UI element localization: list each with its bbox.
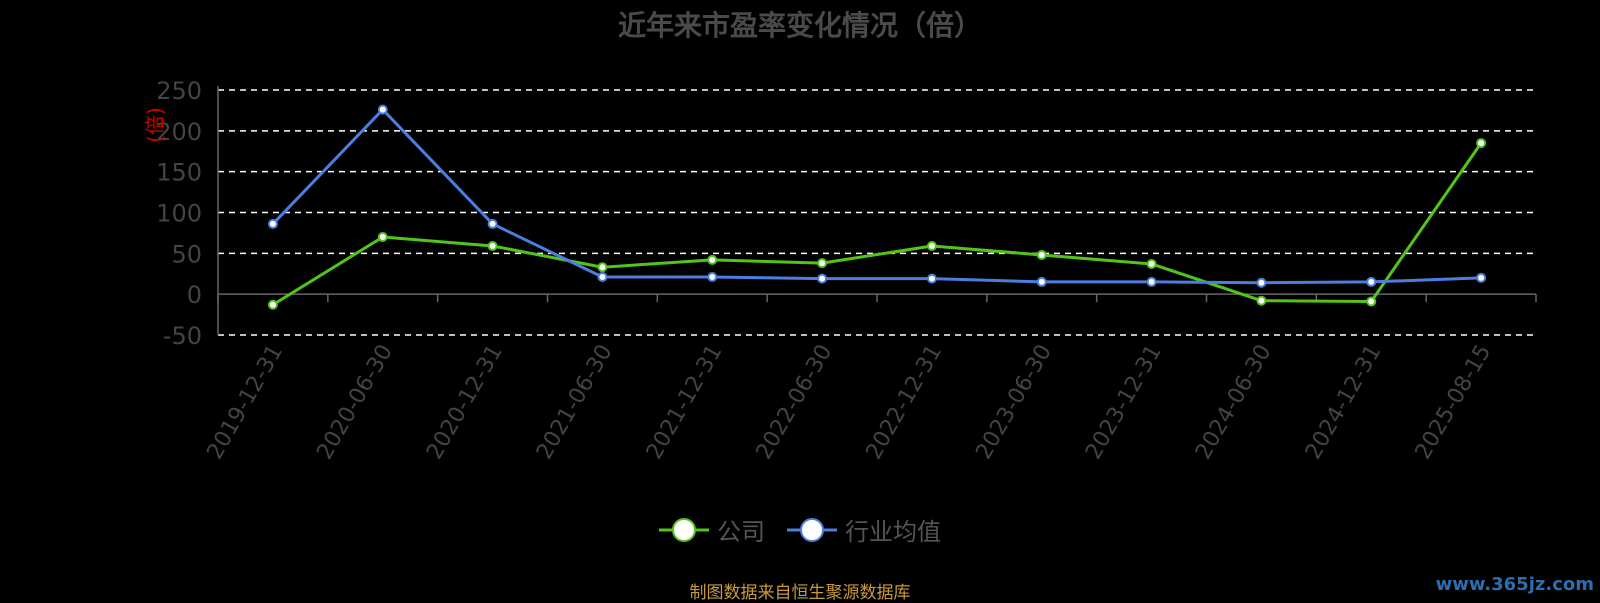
point-company-1 — [377, 232, 388, 242]
y-tick-label-1: 0 — [187, 281, 202, 309]
source-note: 制图数据来自恒生聚源数据库 — [689, 583, 911, 603]
point-company-10 — [1366, 296, 1377, 307]
legend-item-company[interactable]: 公司 — [659, 512, 765, 547]
x-tick-label-1: 2020-06-30 — [312, 341, 398, 464]
y-axis-unit-label: (倍) — [143, 107, 167, 143]
series-line-company — [272, 142, 1483, 307]
point-industry-5 — [817, 273, 828, 284]
legend: 公司 行业均值 — [0, 512, 1600, 547]
point-industry-8 — [1146, 276, 1157, 287]
point-company-6 — [926, 240, 937, 251]
point-industry-0 — [267, 218, 278, 229]
point-company-9 — [1256, 295, 1267, 306]
point-industry-7 — [1036, 276, 1047, 287]
point-industry-11 — [1476, 272, 1487, 283]
point-industry-1 — [377, 104, 388, 115]
pe-ratio-line-chart: -50 0 50 100 150 200 250(倍) 2019-12-31 2020-06-3… — [143, 77, 1537, 464]
x-tick-label-6: 2022-12-31 — [862, 341, 948, 464]
y-tick-label-6: 250 — [156, 77, 202, 105]
point-industry-10 — [1366, 276, 1377, 287]
x-tick-label-8: 2023-12-31 — [1081, 341, 1167, 464]
x-tick-label-0: 2019-12-31 — [203, 341, 289, 464]
series-line-industry — [271, 108, 1482, 285]
x-tick-label-7: 2023-06-30 — [971, 341, 1057, 464]
x-tick-label-4: 2021-12-31 — [642, 341, 728, 464]
y-tick-label-4: 150 — [156, 159, 202, 187]
point-industry-3 — [597, 272, 608, 283]
point-company-2 — [487, 240, 498, 251]
point-company-8 — [1146, 258, 1157, 269]
point-company-11 — [1476, 138, 1487, 149]
point-industry-6 — [926, 273, 937, 284]
x-tick-label-2: 2020-12-31 — [422, 341, 508, 464]
y-tick-label-2: 50 — [171, 240, 202, 268]
legend-label-company: 公司 — [717, 518, 765, 546]
point-company-3 — [597, 262, 608, 273]
point-company-7 — [1036, 249, 1047, 260]
point-company-5 — [817, 258, 828, 269]
point-company-4 — [707, 254, 718, 265]
x-tick-label-3: 2021-06-30 — [532, 341, 618, 464]
y-tick-label-5: 200 — [156, 118, 202, 146]
x-tick-label-10: 2024-12-31 — [1301, 341, 1387, 464]
point-industry-4 — [707, 272, 718, 283]
x-tick-label-5: 2022-06-30 — [752, 341, 838, 464]
legend-item-industry[interactable]: 行业均值 — [787, 512, 941, 547]
y-tick-label-3: 100 — [156, 200, 202, 228]
legend-label-industry: 行业均值 — [845, 518, 941, 546]
x-tick-label-11: 2025-08-15 — [1411, 341, 1497, 464]
y-tick-label-0: -50 — [163, 322, 202, 350]
watermark: www.365jz.com — [1435, 574, 1594, 595]
point-industry-9 — [1256, 277, 1267, 288]
chart-title: 近年来市盈率变化情况（倍） — [617, 9, 982, 42]
legend-swatch-company — [659, 517, 709, 542]
x-tick-label-9: 2024-06-30 — [1191, 341, 1277, 464]
point-company-0 — [267, 299, 278, 310]
legend-swatch-industry — [787, 517, 837, 542]
point-industry-2 — [487, 218, 498, 229]
